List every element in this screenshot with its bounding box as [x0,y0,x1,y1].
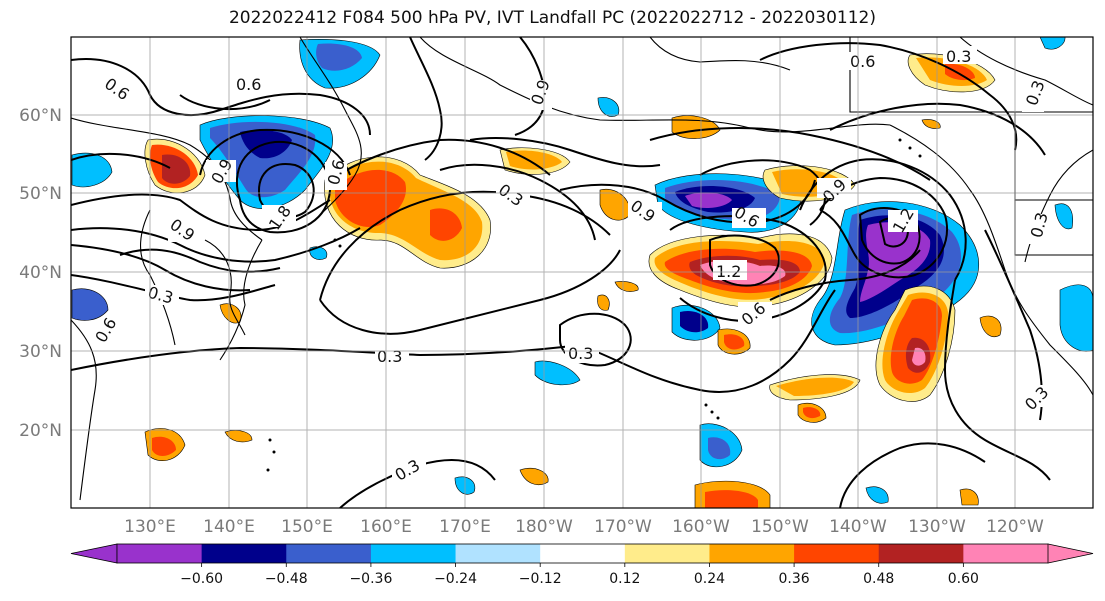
latitude-label: 20°N [19,421,62,441]
colorbar-segment [117,544,203,563]
longitude-label: 160°E [360,517,412,537]
islands [266,138,922,472]
colorbar-tick-label: 0.24 [694,571,725,587]
longitude-label: 150°W [751,517,809,537]
longitude-label: 160°W [672,517,730,537]
contour-label: 0.6 [850,52,875,71]
colorbar-tick-label: −0.60 [180,571,223,587]
latitude-label: 40°N [19,263,62,283]
colorbar-segment [455,544,541,563]
colorbar-tick-label: −0.48 [265,571,308,587]
colorbar-tick-label: −0.24 [434,571,477,587]
longitude-label: 170°W [594,517,652,537]
colorbar-segment [624,544,710,563]
contour-label: 0.3 [377,347,402,366]
colorbar-tick-label: 0.48 [863,571,894,587]
longitude-label: 130°E [124,517,176,537]
longitude-label: 170°E [439,517,491,537]
colorbar-segment [794,544,880,563]
colorbar-tick-label: −0.36 [349,571,392,587]
longitude-label: 130°W [908,517,966,537]
latitude-labels: 60°N 50°N 40°N 30°N 20°N [19,106,62,441]
colorbar: −0.60 −0.48 −0.36 −0.24 −0.12 0.12 0.24 0.36 0.4… [70,543,1094,587]
longitude-label: 140°E [203,517,255,537]
colorbar-segment [709,544,795,563]
colorbar-tick-label: 0.12 [609,571,640,587]
colorbar-segment [286,544,372,563]
colorbar-extend-left [70,543,118,564]
colorbar-segment [540,544,626,563]
longitude-label: 140°W [829,517,887,537]
colorbar-extend-right [1047,543,1094,564]
contour-label: 0.3 [946,47,971,66]
colorbar-segment [963,544,1049,563]
latitude-label: 30°N [19,342,62,362]
colorbar-segment [370,544,457,563]
gridlines [71,37,1093,508]
longitude-labels: 130°E 140°E 150°E 160°E 170°E 180°W 170°W 160°W… [124,517,1044,537]
latitude-label: 50°N [19,184,62,204]
longitude-label: 180°W [515,517,573,537]
colorbar-border [116,543,1049,564]
map-frame [70,36,1094,509]
colorbar-segment [878,544,964,563]
longitude-label: 150°E [281,517,333,537]
colorbar-tick-label: 0.36 [779,571,810,587]
latitude-label: 60°N [19,106,62,126]
plot-title: 2022022412 F084 500 hPa PV, IVT Landfall… [228,8,876,28]
colorbar-segment [201,544,287,563]
longitude-label: 120°W [986,517,1044,537]
contour-label: 0.6 [236,75,261,94]
colorbar-tick-label: −0.12 [519,571,562,587]
coastlines [71,37,1093,501]
contour-label: 0.3 [568,344,593,363]
colorbar-tick-label: 0.60 [948,571,979,587]
